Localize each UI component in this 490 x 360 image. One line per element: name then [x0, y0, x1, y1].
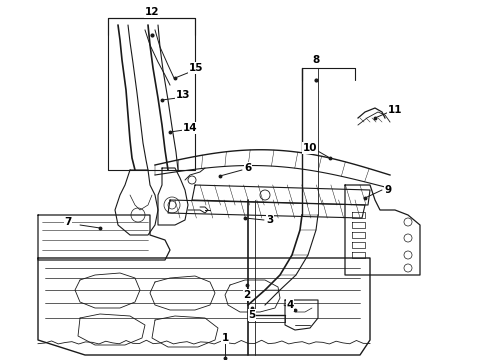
Text: 1: 1 — [221, 333, 229, 343]
Text: 14: 14 — [183, 123, 197, 133]
Text: 9: 9 — [385, 185, 392, 195]
Text: 12: 12 — [145, 7, 159, 17]
Text: 11: 11 — [388, 105, 402, 115]
Text: 13: 13 — [176, 90, 190, 100]
Text: 3: 3 — [267, 215, 273, 225]
Text: 7: 7 — [64, 217, 72, 227]
Text: 8: 8 — [313, 55, 319, 65]
Text: 2: 2 — [244, 290, 250, 300]
Text: 5: 5 — [248, 310, 256, 320]
Text: 6: 6 — [245, 163, 252, 173]
Text: 4: 4 — [286, 300, 294, 310]
Text: 15: 15 — [189, 63, 203, 73]
Text: 10: 10 — [303, 143, 317, 153]
